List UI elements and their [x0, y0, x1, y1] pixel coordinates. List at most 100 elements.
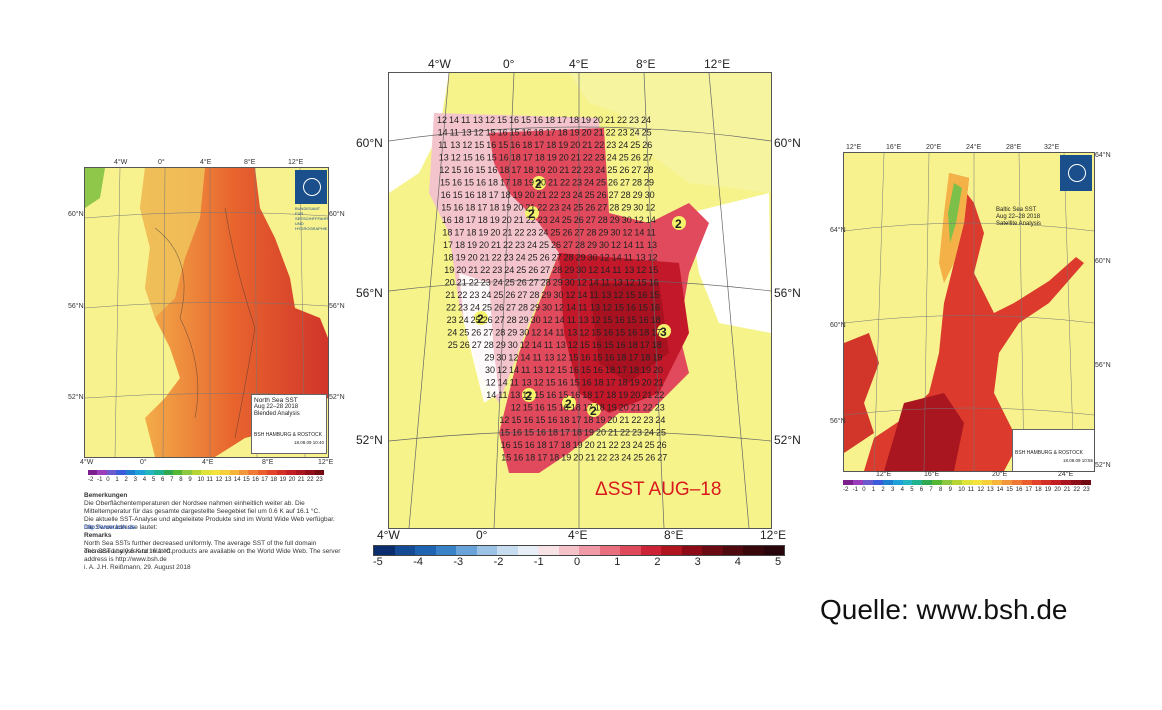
lon-tick-label: 12°E	[876, 471, 892, 478]
grid-value: 16	[533, 115, 543, 125]
grid-value: 22	[469, 278, 479, 288]
colorbar-swatch	[912, 480, 923, 485]
grid-value: 12	[534, 378, 544, 388]
grid-value: 14	[623, 240, 633, 250]
colorbar-tick-label: -2	[493, 556, 504, 568]
grid-value: 23	[609, 453, 619, 463]
grid-value: 30	[565, 278, 575, 288]
colorbar-tick-label: 15	[1006, 487, 1013, 493]
grid-value: 17	[583, 403, 593, 413]
colorbar-tick-label: -5	[373, 556, 383, 568]
grid-value: 12	[474, 128, 484, 138]
grid-value: 15	[511, 415, 521, 425]
colorbar-tick-label: 4	[142, 477, 147, 483]
grid-value: 21	[631, 403, 641, 413]
grid-value: 28	[495, 328, 505, 338]
colorbar-swatch	[952, 480, 963, 485]
lon-tick-label: 12°E	[760, 528, 787, 542]
grid-value: 21	[445, 290, 455, 300]
colorbar-tick-label: -1	[97, 477, 103, 483]
colorbar-tick-label: -2	[843, 487, 849, 493]
grid-value: 18	[444, 253, 454, 263]
grid-value: 12	[645, 203, 655, 213]
grid-value: 26	[642, 140, 652, 150]
colorbar-swatch	[932, 480, 943, 485]
colorbar-swatch	[97, 470, 107, 475]
grid-value: 23	[458, 303, 468, 313]
colorbar-tick-label: 3	[891, 487, 895, 493]
grid-value: 16	[513, 453, 523, 463]
colorbar-swatch	[620, 546, 641, 555]
colorbar-tick-label: 7	[929, 487, 933, 493]
grid-value: 20	[585, 440, 595, 450]
grid-value: 18	[595, 403, 605, 413]
grid-value: 17	[594, 390, 604, 400]
grid-value: 11	[510, 378, 519, 388]
grid-value: 17	[489, 190, 499, 200]
grid-value: 23	[643, 415, 653, 425]
colorbar-swatch	[763, 546, 784, 555]
colorbar-swatch	[579, 546, 600, 555]
grid-value: 15	[627, 315, 637, 325]
grid-value: 22	[457, 290, 467, 300]
colorbar-tick-label: 13	[224, 477, 232, 483]
grid-value: 16	[604, 353, 614, 363]
grid-value: 13	[636, 253, 646, 263]
grid-value: 24	[644, 428, 654, 438]
grid-value: 19	[535, 165, 545, 175]
colorbar-tick-label: 0	[862, 487, 866, 493]
colorbar-swatch	[497, 546, 518, 555]
grid-value: 25	[550, 228, 560, 238]
grid-value: 25	[471, 315, 481, 325]
grid-value: 12	[613, 290, 623, 300]
grid-value: 12	[511, 403, 521, 413]
lat-tick-label: 52°N	[774, 433, 801, 447]
grid-value: 11	[635, 240, 644, 250]
grid-value: 19	[630, 378, 640, 388]
grid-value: 18	[606, 390, 616, 400]
grid-value: 25	[516, 265, 526, 275]
colorbar-swatch	[182, 470, 192, 475]
grid-value: 14	[486, 390, 496, 400]
grid-value: 12	[522, 390, 532, 400]
colorbar-tick-label: 21	[1063, 487, 1071, 493]
grid-value: 12	[634, 215, 644, 225]
grid-value: 17	[523, 153, 533, 163]
grid-value: 29	[610, 215, 620, 225]
grid-value: 22	[480, 265, 490, 275]
grid-value: 23	[538, 215, 548, 225]
grid-value: 15	[547, 403, 557, 413]
grid-value: 21	[537, 190, 547, 200]
grid-value: 23	[469, 290, 479, 300]
colorbar-tick-label: 21	[297, 477, 305, 483]
north-sea-colorbar-ticks: -2 -1 0 1 2 3 4 5 6 7 8 9 10 11 12 13 14 15 16 17 18 19 20 21 22…	[88, 477, 324, 485]
grid-value: 15	[591, 328, 601, 338]
grid-value: 24	[516, 253, 526, 263]
grid-value: 22	[597, 453, 607, 463]
grid-value: 29	[564, 265, 574, 275]
grid-value: 11	[589, 290, 598, 300]
colorbar-swatch	[558, 546, 579, 555]
lon-tick-label: 20°E	[992, 471, 1008, 478]
grid-value: 30	[599, 240, 609, 250]
grid-value: 15	[581, 365, 591, 375]
colorbar-swatch	[722, 546, 743, 555]
grid-value: 18	[488, 178, 498, 188]
lon-tick-label: 16°E	[924, 471, 940, 478]
grid-value: 16	[626, 303, 636, 313]
lat-tick-label: 60°N	[68, 211, 84, 218]
grid-value: 23	[621, 440, 631, 450]
grid-value: 16	[512, 428, 522, 438]
lon-tick-label: 0°	[503, 57, 515, 71]
grid-value: 21	[514, 215, 524, 225]
grid-value: 11	[438, 140, 447, 150]
grid-value: 24	[550, 215, 560, 225]
north-sea-info-box: North Sea SST Aug 22–28 2018 Blended Ana…	[251, 394, 327, 454]
grid-value: 13	[544, 353, 554, 363]
grid-value: 11	[498, 390, 507, 400]
colorbar-tick-label: -3	[453, 556, 464, 568]
grid-value: 19	[618, 390, 628, 400]
lat-tick-label: 64°N	[830, 227, 846, 234]
lon-tick-label: 4°W	[114, 159, 128, 166]
colorbar-tick-label: 5	[151, 477, 156, 483]
